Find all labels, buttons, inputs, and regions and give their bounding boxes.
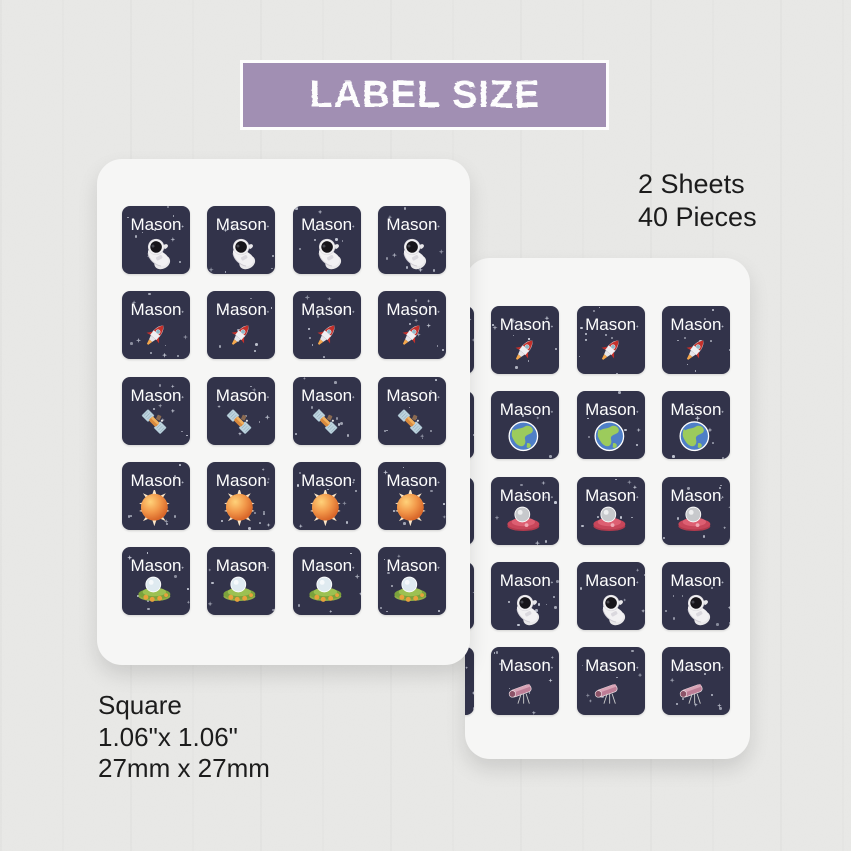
svg-text:LABEL SIZE: LABEL SIZE	[309, 74, 540, 116]
